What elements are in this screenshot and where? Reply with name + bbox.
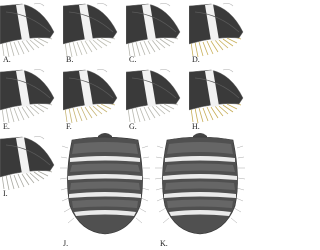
abdomen-side-view	[0, 68, 55, 123]
panel-label: I.	[3, 189, 8, 198]
panel-label: C.	[129, 55, 136, 64]
abdomen-side-view	[126, 68, 181, 123]
abdomen-side-view	[63, 2, 118, 57]
abdomen-side-view	[63, 68, 118, 123]
panel-label: A.	[3, 55, 11, 64]
abdomen-side-view	[189, 68, 244, 123]
figure: A. B. C. D. E. F. G. H. I. J. K.	[0, 2, 245, 248]
panel-label: G.	[129, 122, 137, 131]
abdomen-side-view	[0, 135, 55, 190]
abdomen-side-view	[189, 2, 244, 57]
panel-label: F.	[66, 122, 72, 131]
panel-label: H.	[192, 122, 200, 131]
panel-row-1	[0, 2, 244, 57]
panel-label: J.	[63, 239, 68, 248]
abdomen-side-view	[126, 2, 181, 57]
panel-label: E.	[3, 122, 10, 131]
abdomen-dorsal-view	[60, 132, 150, 235]
panel-label: D.	[192, 55, 200, 64]
page: A. B. C. D. E. F. G. H. I. J. K. (() => …	[0, 2, 245, 248]
abdomen-side-view	[0, 2, 55, 57]
panel-label: B.	[66, 55, 73, 64]
abdomen-dorsal-view	[155, 132, 245, 235]
panel-label: K.	[160, 239, 168, 248]
panel-row-2	[0, 68, 244, 123]
